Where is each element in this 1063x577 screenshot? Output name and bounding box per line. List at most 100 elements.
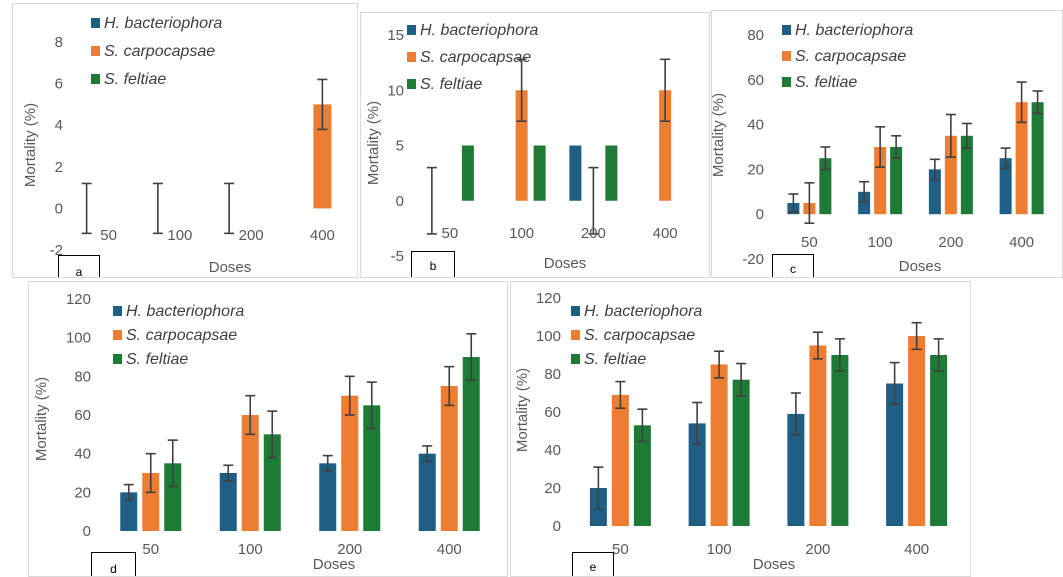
bar (960, 135, 973, 215)
error-bar (145, 452, 156, 494)
y-tick-label: 20 (544, 480, 561, 497)
panel-letter: a (58, 255, 100, 277)
error-bar (152, 182, 163, 235)
error-bar (889, 361, 900, 406)
bar (313, 104, 332, 209)
y-tick-label: 4 (55, 117, 63, 134)
legend-entry: S. carpocapsae (420, 49, 531, 66)
y-tick-label: 2 (55, 159, 63, 176)
bar (569, 145, 582, 201)
legend-swatch (91, 46, 100, 56)
legend-swatch (113, 354, 122, 364)
y-tick-label: 0 (396, 193, 404, 210)
y-tick-label: 120 (536, 290, 561, 307)
chart-svg: -5 0 5 10 15 50 100 200 400 H. bacteriophora S. ca… (365, 22, 678, 272)
error-bar (516, 58, 527, 122)
error-bar (366, 381, 377, 430)
y-tick-label: -5 (391, 248, 404, 265)
bar (732, 379, 750, 526)
panel-letter: c (772, 254, 814, 277)
bar (787, 413, 805, 526)
error-bar (859, 180, 870, 203)
error-bar (875, 126, 886, 168)
bar (241, 415, 259, 531)
legend-swatch (407, 25, 416, 35)
y-tick-label: 0 (55, 200, 63, 217)
x-tick-label: 50 (801, 234, 818, 251)
error-bar (929, 158, 940, 181)
error-bar (123, 483, 134, 501)
bar (710, 364, 728, 526)
legend-swatch (91, 18, 100, 28)
error-bar (911, 321, 922, 351)
y-tick-label: 100 (536, 328, 561, 345)
error-bar (615, 380, 626, 409)
y-tick-label: 80 (544, 366, 561, 383)
y-axis-label: Mortality (%) (514, 368, 531, 452)
error-bar (736, 362, 747, 397)
chart-panel-d: 0 20 40 60 80 100 120 50 100 200 400 H. bacteriopho… (28, 281, 508, 577)
bar (219, 473, 237, 531)
error-bar (267, 410, 278, 459)
legend-swatch (91, 74, 100, 84)
chart-svg: 0 20 40 60 80 100 120 50 100 200 400 H. bacteriopho… (33, 291, 480, 573)
error-bar (660, 58, 671, 122)
error-bar (426, 166, 437, 235)
error-bar (812, 331, 823, 360)
x-tick-label: 200 (938, 234, 963, 251)
x-axis-label: Doses (313, 556, 356, 573)
bar (908, 336, 926, 526)
x-tick-label: 100 (238, 541, 263, 558)
y-tick-label: 0 (553, 518, 561, 535)
error-bar (692, 401, 703, 446)
error-bar (637, 408, 648, 443)
bar (858, 191, 871, 215)
error-bar (588, 166, 599, 235)
y-tick-label: 15 (387, 27, 404, 44)
bar (440, 386, 458, 531)
bar (120, 492, 138, 531)
x-tick-label: 400 (904, 541, 929, 558)
y-tick-label: 60 (74, 407, 91, 424)
bar (164, 463, 182, 531)
bar (819, 158, 832, 215)
error-bar (322, 454, 333, 472)
bar (461, 145, 474, 201)
y-tick-label: 20 (74, 484, 91, 501)
y-tick-label: 8 (55, 34, 63, 51)
y-tick-label: 100 (66, 330, 91, 347)
error-bar (1000, 147, 1011, 170)
legend-entry: S. carpocapsae (126, 327, 237, 344)
legend-swatch (782, 51, 791, 61)
legend-entry: S. carpocapsae (584, 327, 695, 344)
y-tick-label: 60 (544, 404, 561, 421)
bar (515, 90, 528, 201)
legend-swatch (113, 330, 122, 340)
legend-swatch (782, 25, 791, 35)
x-tick-label: 200 (805, 541, 830, 558)
error-bar (820, 146, 831, 171)
bar (418, 453, 436, 531)
x-axis-label: Doses (209, 259, 252, 276)
y-axis-label: Mortality (%) (33, 377, 50, 461)
chart-panel-c: -20 0 20 40 60 80 50 100 200 400 H. bacteriophora S… (711, 10, 1063, 278)
legend-swatch (571, 330, 580, 340)
chart-panel-a: -2 0 2 4 6 8 50 100 200 400 H. bacteriophora S. car… (12, 3, 358, 278)
legend-swatch (571, 354, 580, 364)
x-tick-label: 50 (612, 541, 629, 558)
legend-entry: S. feltiae (104, 71, 166, 88)
error-bar (466, 332, 477, 381)
error-bar (444, 365, 455, 407)
y-tick-label: 60 (747, 72, 764, 89)
y-axis-label: Mortality (%) (365, 101, 382, 185)
bar (659, 90, 672, 201)
error-bar (344, 375, 355, 416)
chart-svg: -2 0 2 4 6 8 50 100 200 400 H. bacteriophora S. car… (22, 15, 335, 276)
bar (831, 355, 849, 526)
error-bar (714, 350, 725, 379)
y-tick-label: 0 (756, 206, 764, 223)
x-tick-label: 200 (239, 227, 264, 244)
error-bar (891, 135, 902, 159)
error-bar (1032, 90, 1043, 115)
legend-swatch (113, 306, 122, 316)
